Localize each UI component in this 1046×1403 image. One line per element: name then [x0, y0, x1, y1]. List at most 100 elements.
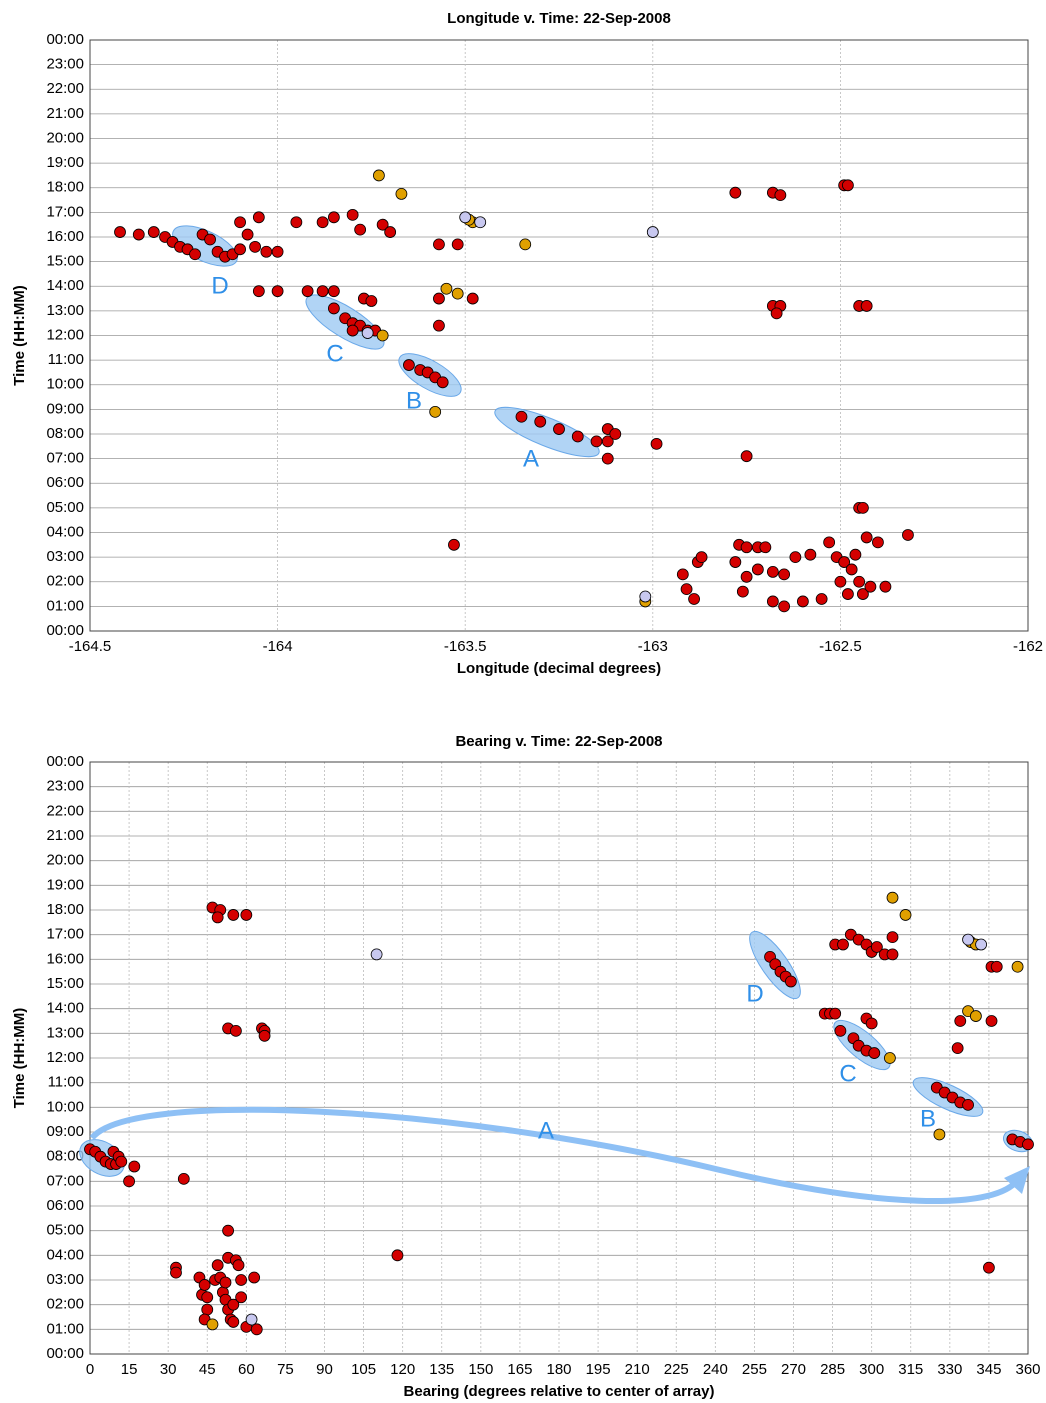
point [975, 938, 987, 951]
point [515, 410, 528, 423]
point [804, 548, 817, 561]
point [376, 329, 389, 342]
x-tick-label: -164.5 [69, 638, 112, 655]
y-tick-label: 09:00 [46, 1123, 84, 1140]
point [240, 909, 253, 921]
point [962, 1098, 974, 1111]
x-tick-label: 15 [121, 1361, 138, 1378]
point [954, 1015, 967, 1027]
x-tick-label: 60 [238, 1361, 255, 1378]
point [778, 568, 791, 581]
point [201, 1303, 214, 1316]
x-tick-label: -163.5 [444, 638, 487, 655]
x-tick-label: 0 [86, 1361, 94, 1378]
annotation: A [538, 1117, 554, 1144]
point [211, 1259, 224, 1272]
point [204, 233, 216, 246]
point [845, 563, 858, 576]
point [789, 551, 802, 564]
point [361, 327, 374, 339]
point [316, 216, 329, 229]
arrow [89, 1106, 1019, 1205]
y-tick-label: 18:00 [46, 179, 84, 196]
point [227, 1316, 240, 1328]
point [933, 1128, 946, 1141]
point [327, 302, 340, 315]
point [189, 248, 201, 261]
point [376, 218, 389, 231]
y-tick-label: 11:00 [48, 1074, 84, 1091]
point [962, 933, 974, 946]
y-tick-label: 10:00 [46, 376, 84, 393]
point [872, 536, 884, 549]
point [429, 405, 442, 418]
y-tick-label: 08:00 [46, 1148, 84, 1165]
point [206, 1318, 219, 1331]
y-tick-label: 00:00 [46, 1345, 84, 1362]
point [327, 211, 340, 224]
point [857, 501, 869, 514]
point [123, 1175, 135, 1188]
x-tick-label: 105 [351, 1361, 376, 1378]
y-tick-label: 23:00 [46, 56, 84, 73]
y-tick-label: 14:00 [46, 277, 84, 294]
point [736, 585, 749, 598]
point [879, 580, 892, 593]
y-tick-label: 12:00 [46, 326, 84, 343]
point [354, 223, 367, 236]
point [902, 529, 914, 541]
point [258, 1029, 271, 1042]
x-tick-label: 285 [820, 1361, 845, 1378]
point [403, 359, 415, 371]
point [433, 238, 445, 251]
point [766, 595, 779, 608]
point [729, 186, 742, 199]
point [766, 566, 779, 578]
point [211, 911, 224, 924]
point [884, 1052, 896, 1064]
point [327, 285, 340, 298]
point [252, 211, 265, 224]
x-tick-label: 255 [742, 1361, 767, 1378]
arrowhead [1004, 1166, 1030, 1194]
point [770, 307, 783, 320]
point [451, 238, 464, 251]
y-tick-label: 04:00 [46, 523, 84, 540]
point [886, 931, 899, 944]
point [886, 948, 899, 961]
annotation: A [523, 445, 539, 472]
x-tick-label: 300 [859, 1361, 884, 1378]
point [301, 285, 314, 298]
point [1022, 1138, 1034, 1151]
point [391, 1249, 404, 1262]
point [241, 228, 254, 241]
y-tick-label: 02:00 [46, 1296, 84, 1313]
y-tick-label: 02:00 [46, 573, 84, 590]
point [373, 169, 385, 182]
x-tick-label: 120 [390, 1361, 415, 1378]
x-tick-label: 150 [468, 1361, 493, 1378]
y-tick-label: 13:00 [46, 302, 84, 319]
point [899, 909, 912, 921]
y-tick-label: 20:00 [46, 129, 84, 146]
point [860, 531, 873, 544]
point [609, 428, 622, 440]
y-tick-label: 03:00 [46, 1271, 84, 1288]
point [983, 1261, 995, 1274]
point [316, 285, 329, 298]
point [271, 285, 284, 298]
point [395, 188, 408, 200]
point [433, 319, 445, 332]
x-tick-label: -162 [1013, 638, 1043, 655]
y-tick-label: 00:00 [46, 31, 84, 48]
point [128, 1160, 141, 1173]
point [838, 556, 851, 568]
point [857, 588, 869, 600]
point [778, 600, 791, 613]
point [252, 285, 265, 298]
point [260, 245, 273, 258]
annotation: D [746, 980, 763, 1007]
point [860, 300, 873, 312]
point [433, 292, 445, 305]
point [865, 1017, 878, 1030]
